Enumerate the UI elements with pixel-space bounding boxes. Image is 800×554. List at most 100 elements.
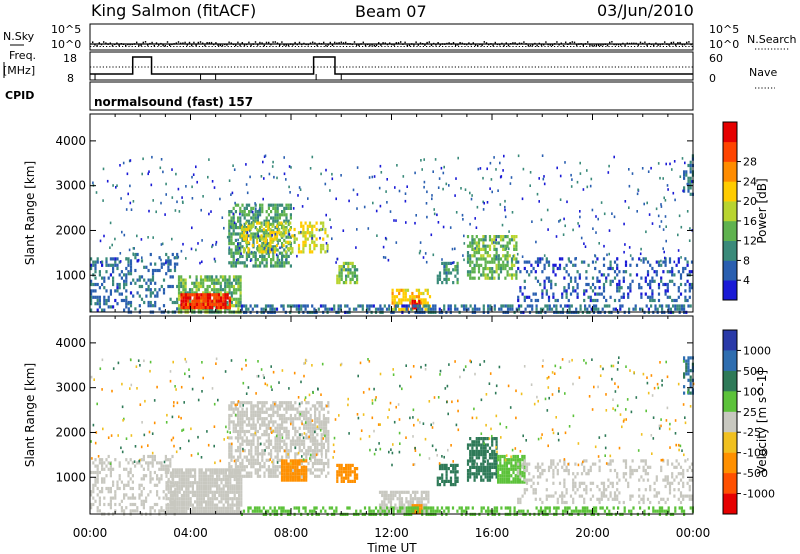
range-cell [466, 446, 470, 450]
range-cell [281, 264, 284, 268]
range-cell [237, 248, 240, 252]
range-cell [129, 467, 132, 471]
range-cell [178, 487, 181, 491]
scatter-cell [423, 158, 425, 161]
range-cell [634, 307, 637, 311]
range-cell [486, 260, 489, 264]
range-cell [220, 509, 223, 514]
range-cell [232, 284, 236, 289]
range-cell [174, 471, 177, 475]
range-cell [270, 442, 273, 446]
scatter-cell [250, 221, 253, 224]
range-cell [103, 477, 106, 481]
scatter-cell [538, 177, 540, 180]
range-cell [184, 293, 187, 297]
range-cell [259, 465, 262, 469]
range-cell [265, 429, 268, 434]
scatter-cell [641, 167, 644, 170]
range-cell [316, 417, 319, 421]
range-cell [184, 299, 187, 303]
range-cell [396, 490, 399, 494]
range-cell [123, 286, 126, 290]
range-cell [477, 257, 481, 261]
sky-noise-point [492, 44, 494, 47]
range-cell [460, 304, 463, 308]
range-cell [103, 298, 106, 303]
range-cell [182, 284, 185, 289]
scatter-cell [679, 175, 682, 178]
range-cell [103, 279, 106, 283]
range-cell [550, 279, 553, 283]
range-cell [294, 429, 297, 434]
range-cell [325, 417, 328, 421]
range-cell [265, 417, 268, 421]
range-cell [231, 484, 234, 488]
sky-noise-point [393, 44, 395, 46]
range-cell [138, 275, 141, 279]
range-cell [204, 296, 207, 300]
range-cell [96, 302, 99, 306]
range-cell [220, 296, 223, 300]
y-axis-label: Slant Range [km] [23, 161, 37, 265]
range-cell [259, 461, 262, 466]
range-cell [500, 307, 503, 311]
range-cell [219, 284, 222, 289]
range-cell [336, 274, 339, 278]
scatter-cell [160, 258, 162, 262]
range-cell [252, 461, 255, 466]
range-cell [491, 257, 494, 261]
sky-noise-point [578, 43, 580, 45]
range-cell [218, 477, 221, 482]
range-cell [272, 413, 275, 418]
range-cell [285, 261, 288, 265]
range-cell [217, 281, 220, 285]
range-cell [515, 241, 518, 245]
range-cell [340, 467, 343, 471]
range-cell [224, 484, 227, 488]
range-cell [129, 509, 132, 513]
range-cell [276, 458, 279, 462]
range-cell [198, 490, 201, 494]
range-cell [195, 291, 198, 295]
range-cell [239, 281, 242, 285]
scatter-cell [257, 215, 260, 219]
range-cell [274, 442, 277, 446]
range-cell [469, 260, 472, 264]
range-cell [285, 420, 288, 424]
range-cell [239, 423, 242, 427]
range-cell [510, 235, 514, 239]
sky-noise-point [679, 41, 681, 44]
range-cell [475, 475, 478, 479]
range-cell [304, 234, 307, 238]
range-cell [158, 480, 161, 484]
range-cell [140, 502, 143, 507]
scatter-cell [579, 210, 581, 213]
range-cell [250, 423, 253, 427]
range-cell [679, 276, 683, 280]
sky-noise-point [532, 44, 534, 46]
range-cell [326, 247, 329, 251]
range-cell [689, 179, 692, 184]
range-cell [127, 307, 130, 311]
scatter-cell [624, 243, 626, 246]
range-cell [429, 307, 433, 311]
range-cell [309, 429, 312, 434]
range-cell [515, 270, 518, 274]
sky-noise-point [556, 41, 558, 43]
range-cell [165, 474, 168, 478]
range-cell [235, 484, 238, 488]
range-cell [215, 293, 218, 297]
range-cell [123, 308, 126, 312]
range-cell [218, 506, 221, 510]
range-cell [98, 458, 101, 462]
range-cell [154, 304, 157, 308]
range-cell [296, 472, 299, 476]
range-cell [185, 490, 188, 494]
range-cell [400, 497, 404, 501]
range-cell [466, 478, 470, 482]
range-cell [443, 265, 446, 269]
range-cell [471, 446, 474, 450]
range-cell [304, 240, 307, 244]
range-cell [484, 465, 487, 469]
range-cell [503, 454, 506, 459]
